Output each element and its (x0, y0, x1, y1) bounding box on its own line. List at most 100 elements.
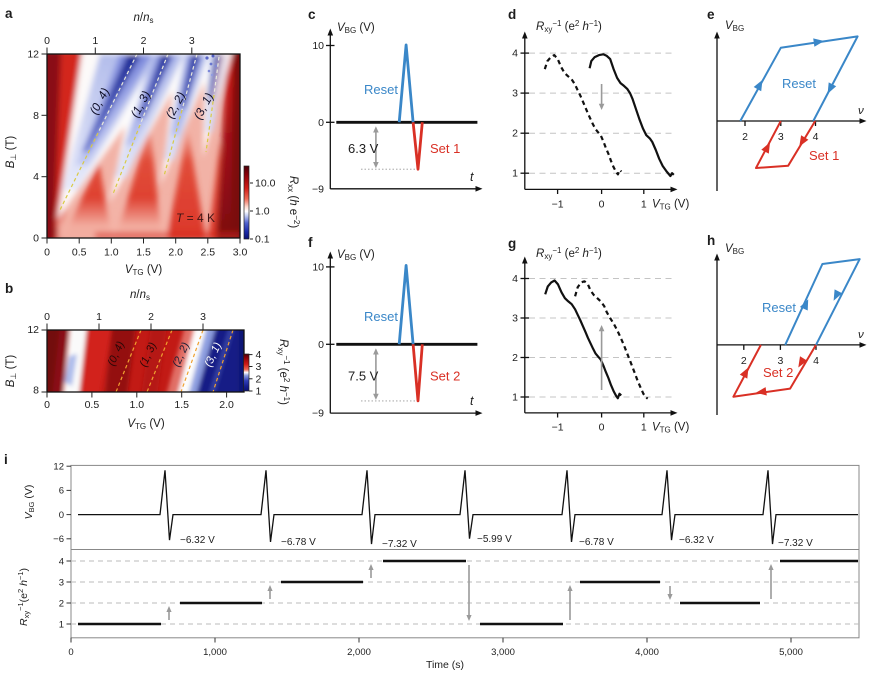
svg-text:4: 4 (33, 171, 39, 183)
svg-text:7.5 V: 7.5 V (348, 369, 379, 384)
svg-text:n/ns: n/ns (130, 289, 150, 302)
svg-text:−6.78 V: −6.78 V (579, 537, 614, 548)
svg-text:0.1: 0.1 (255, 234, 270, 246)
svg-text:0: 0 (318, 117, 324, 129)
svg-text:c: c (308, 7, 316, 22)
svg-text:ν: ν (858, 329, 864, 341)
svg-text:VTG (V): VTG (V) (127, 418, 164, 431)
svg-text:Set 2: Set 2 (763, 365, 793, 380)
svg-text:1.0: 1.0 (129, 399, 144, 411)
svg-text:2: 2 (512, 128, 518, 140)
svg-text:1: 1 (96, 311, 102, 323)
svg-text:0: 0 (44, 247, 50, 259)
svg-text:3: 3 (200, 311, 206, 323)
svg-text:0: 0 (599, 422, 605, 434)
svg-text:1.0: 1.0 (255, 206, 270, 218)
svg-text:VBG: VBG (725, 20, 744, 33)
svg-text:4: 4 (512, 48, 518, 60)
svg-text:0: 0 (44, 311, 50, 323)
svg-text:1: 1 (512, 392, 518, 404)
svg-text:B⊥ (T): B⊥ (T) (5, 355, 18, 388)
svg-text:Reset: Reset (364, 82, 398, 97)
svg-text:−6.32 V: −6.32 V (679, 535, 714, 546)
svg-text:1: 1 (92, 35, 98, 47)
svg-text:2.0: 2.0 (219, 399, 234, 411)
svg-text:0: 0 (44, 35, 50, 47)
svg-text:t: t (470, 394, 474, 408)
svg-text:B⊥ (T): B⊥ (T) (5, 136, 18, 169)
svg-text:10: 10 (312, 40, 324, 52)
svg-text:0.5: 0.5 (85, 399, 100, 411)
svg-text:1: 1 (59, 619, 64, 630)
svg-text:2: 2 (148, 311, 154, 323)
svg-text:VTG (V): VTG (V) (652, 199, 689, 212)
svg-text:f: f (308, 235, 313, 250)
svg-text:VTG (V): VTG (V) (652, 422, 689, 435)
svg-text:1.5: 1.5 (136, 247, 151, 259)
svg-text:1,000: 1,000 (203, 647, 227, 658)
svg-text:0: 0 (33, 233, 39, 245)
svg-text:3: 3 (777, 355, 783, 367)
svg-text:VBG (V): VBG (V) (337, 22, 375, 35)
svg-text:2: 2 (741, 355, 747, 367)
svg-text:3: 3 (778, 131, 784, 143)
svg-text:3: 3 (512, 88, 518, 100)
svg-text:12: 12 (53, 462, 64, 473)
svg-text:−6: −6 (53, 534, 64, 545)
svg-text:T = 4 K: T = 4 K (176, 211, 215, 225)
svg-text:−6.32 V: −6.32 V (180, 535, 215, 546)
svg-text:−9: −9 (312, 408, 324, 420)
svg-text:Set 2: Set 2 (430, 369, 460, 384)
svg-text:Set 1: Set 1 (809, 148, 839, 163)
svg-text:−5.99 V: −5.99 V (477, 534, 512, 545)
svg-text:a: a (5, 6, 13, 21)
svg-text:VTG (V): VTG (V) (125, 264, 162, 277)
svg-text:6: 6 (59, 486, 64, 497)
svg-text:n/ns: n/ns (133, 12, 153, 25)
svg-text:h: h (707, 233, 715, 248)
svg-text:Reset: Reset (364, 309, 398, 324)
svg-text:4: 4 (813, 355, 819, 367)
svg-text:12: 12 (27, 324, 39, 336)
svg-text:2: 2 (742, 131, 748, 143)
svg-text:3: 3 (256, 361, 262, 373)
svg-text:−9: −9 (312, 184, 324, 196)
svg-text:3.0: 3.0 (233, 247, 248, 259)
svg-text:Rxy−1(e2 h−1): Rxy−1(e2 h−1) (16, 568, 31, 626)
svg-text:Reset: Reset (782, 76, 816, 91)
svg-text:Rxy−1 (e2 h−1): Rxy−1 (e2 h−1) (536, 19, 602, 34)
svg-text:1.0: 1.0 (104, 247, 119, 259)
svg-text:Rxy−1 (e2 h−1): Rxy−1 (e2 h−1) (536, 246, 602, 261)
svg-text:Rxx (h e−2): Rxx (h e−2) (286, 176, 301, 228)
svg-text:4: 4 (512, 273, 518, 285)
svg-text:VBG (V): VBG (V) (23, 485, 36, 520)
svg-text:4: 4 (813, 131, 819, 143)
svg-text:−1: −1 (552, 422, 564, 434)
svg-text:4: 4 (256, 349, 262, 361)
svg-text:0: 0 (59, 510, 64, 521)
svg-text:3: 3 (59, 577, 64, 588)
svg-text:8: 8 (33, 385, 39, 397)
svg-text:−6.78 V: −6.78 V (281, 537, 316, 548)
svg-text:4: 4 (59, 556, 64, 567)
svg-text:g: g (508, 236, 516, 251)
svg-text:2: 2 (141, 35, 147, 47)
svg-text:5,000: 5,000 (779, 647, 803, 658)
svg-text:d: d (508, 7, 516, 22)
svg-text:VBG (V): VBG (V) (337, 249, 375, 262)
svg-text:4,000: 4,000 (635, 647, 659, 658)
svg-text:Time (s): Time (s) (426, 659, 464, 671)
svg-text:2: 2 (256, 373, 262, 385)
svg-text:1: 1 (256, 386, 262, 398)
svg-text:ν: ν (858, 105, 864, 117)
svg-text:−7.32 V: −7.32 V (382, 539, 417, 550)
svg-text:Set 1: Set 1 (430, 141, 460, 156)
svg-text:8: 8 (33, 110, 39, 122)
svg-text:1: 1 (641, 199, 647, 211)
svg-text:10: 10 (312, 262, 324, 274)
svg-text:12: 12 (27, 49, 39, 61)
svg-text:0: 0 (68, 647, 73, 658)
svg-text:6.3 V: 6.3 V (348, 141, 379, 156)
svg-text:VBG: VBG (725, 243, 744, 256)
svg-text:10.0: 10.0 (255, 178, 276, 190)
